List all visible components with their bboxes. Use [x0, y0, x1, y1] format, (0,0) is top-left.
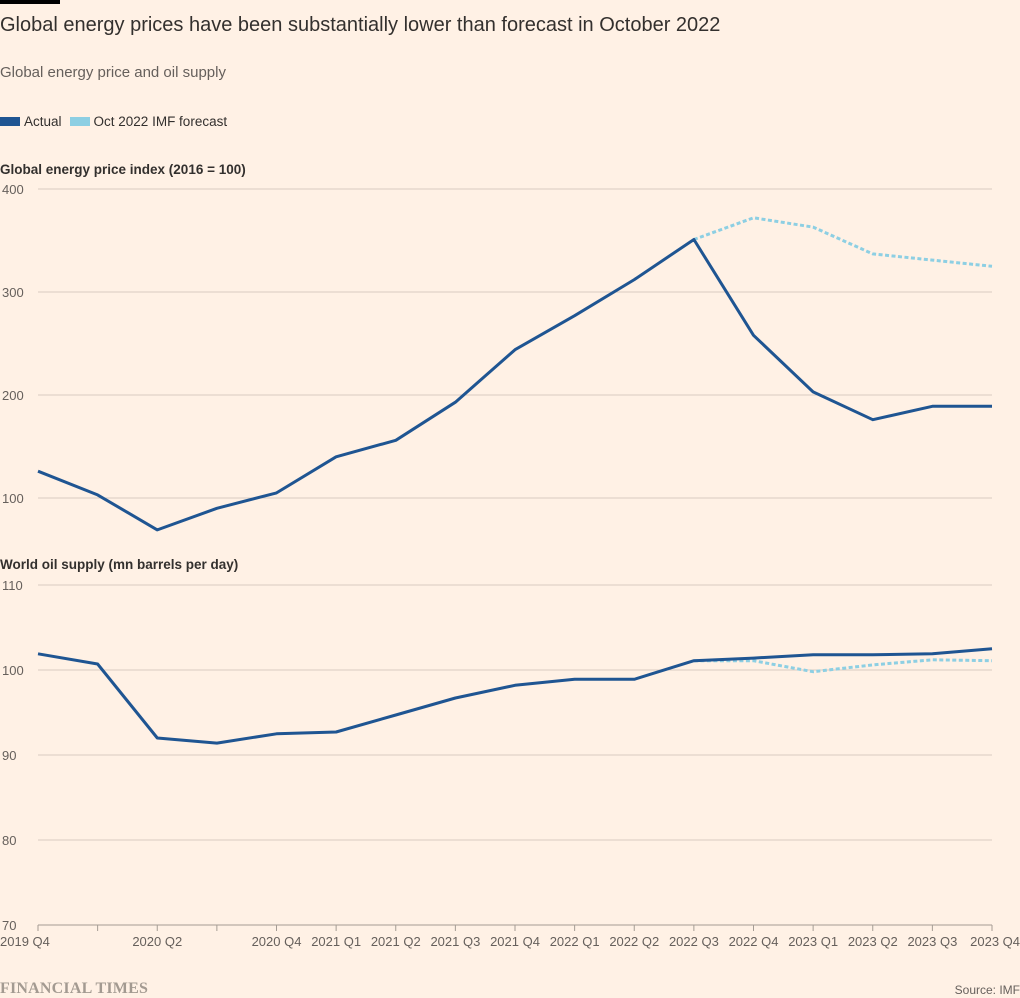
legend: Actual Oct 2022 IMF forecast [0, 114, 235, 129]
x-tick-label: 2021 Q2 [371, 934, 421, 949]
legend-label-actual: Actual [24, 114, 62, 129]
x-axis: 2019 Q4 2020 Q2 2020 Q4 2021 Q1 2021 Q2 2021 … [0, 925, 1020, 949]
oil-y-tick-label: 110 [2, 578, 23, 593]
legend-swatch-actual [0, 117, 20, 126]
price-y-tick-label: 200 [2, 388, 24, 403]
oil-y-tick-label: 90 [2, 748, 16, 763]
x-tick-label: 2020 Q2 [132, 934, 182, 949]
price-y-tick-label: 400 [2, 182, 24, 197]
x-tick-label: 2021 Q1 [311, 934, 361, 949]
price-series-actual-line [37, 238, 992, 532]
oil-series-forecast-line [693, 658, 993, 674]
price-y-tick-label: 300 [2, 285, 24, 300]
x-tick-label: 2022 Q2 [609, 934, 659, 949]
oil-series-actual-line [37, 647, 993, 745]
ft-logo: FINANCIAL TIMES [0, 980, 149, 997]
oil-panel: 70 80 90 100 110 [2, 578, 993, 933]
x-tick-label: 2023 Q4 [970, 934, 1020, 949]
legend-item-forecast: Oct 2022 IMF forecast [69, 114, 228, 129]
price-y-tick-label: 100 [2, 491, 24, 506]
legend-swatch-forecast [69, 117, 90, 126]
x-tick-label: 2019 Q4 [0, 934, 50, 949]
price-series-forecast-line [693, 216, 993, 268]
x-tick-label: 2022 Q1 [550, 934, 600, 949]
source-note: Source: IMF [954, 983, 1020, 997]
chart-title: Global energy prices have been substanti… [0, 14, 721, 36]
price-panel-title: Global energy price index (2016 = 100) [0, 162, 246, 177]
x-tick-label: 2023 Q1 [788, 934, 838, 949]
legend-label-forecast: Oct 2022 IMF forecast [93, 114, 228, 129]
x-tick-label: 2021 Q4 [490, 934, 540, 949]
x-tick-label: 2023 Q3 [907, 934, 957, 949]
oil-y-tick-label: 100 [2, 663, 24, 678]
x-tick-label: 2021 Q3 [430, 934, 480, 949]
ft-top-bar [0, 0, 60, 4]
x-tick-label: 2023 Q2 [848, 934, 898, 949]
x-tick-label: 2022 Q3 [669, 934, 719, 949]
oil-y-tick-label: 70 [2, 918, 16, 933]
oil-y-tick-label: 80 [2, 833, 16, 848]
chart-subtitle: Global energy price and oil supply [0, 64, 226, 81]
legend-item-actual: Actual [0, 114, 62, 129]
x-tick-label: 2022 Q4 [729, 934, 779, 949]
oil-panel-title: World oil supply (mn barrels per day) [0, 557, 239, 572]
price-panel: 100 200 300 400 [2, 182, 993, 532]
x-tick-label: 2020 Q4 [252, 934, 302, 949]
